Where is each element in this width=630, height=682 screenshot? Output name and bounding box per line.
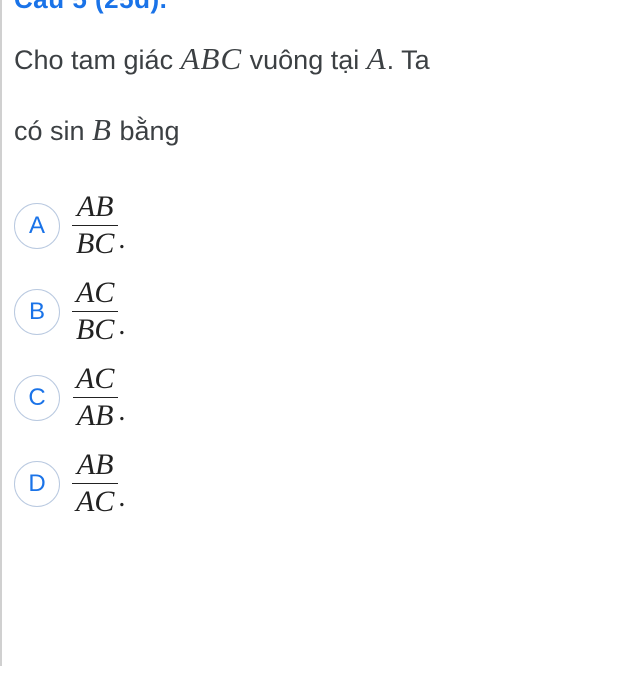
fraction-c-numerator: AC bbox=[72, 362, 118, 398]
question-text: Cho tam giác ABC vuông tại A. Ta có sin … bbox=[14, 23, 630, 166]
fraction-a: AB BC bbox=[72, 190, 118, 262]
option-d[interactable]: D AB AC . bbox=[14, 448, 630, 520]
fraction-c: AC AB bbox=[72, 362, 118, 434]
option-b-value: AC BC . bbox=[72, 276, 125, 348]
option-a[interactable]: A AB BC . bbox=[14, 190, 630, 262]
fraction-a-denominator: BC bbox=[72, 225, 118, 262]
question-text-part1-mid: vuông tại bbox=[242, 45, 367, 75]
option-b[interactable]: B AC BC . bbox=[14, 276, 630, 348]
fraction-d-numerator: AB bbox=[73, 448, 118, 484]
question-text-part2-post: bằng bbox=[112, 116, 180, 146]
question-text-part1-post: . Ta bbox=[387, 45, 430, 75]
question-math-a: A bbox=[367, 41, 387, 76]
option-circle-c: C bbox=[14, 375, 60, 421]
option-a-period: . bbox=[118, 224, 125, 256]
option-b-period: . bbox=[118, 310, 125, 342]
option-a-value: AB BC . bbox=[72, 190, 125, 262]
fraction-c-denominator: AB bbox=[73, 397, 118, 434]
fraction-d: AB AC bbox=[72, 448, 118, 520]
option-circle-b: B bbox=[14, 289, 60, 335]
fraction-b-denominator: BC bbox=[72, 311, 118, 348]
fraction-b-numerator: AC bbox=[72, 276, 118, 312]
option-circle-d: D bbox=[14, 461, 60, 507]
question-math-abc: ABC bbox=[181, 41, 243, 76]
option-circle-a: A bbox=[14, 203, 60, 249]
fraction-d-denominator: AC bbox=[72, 483, 118, 520]
option-d-period: . bbox=[118, 482, 125, 514]
question-text-part1-pre: Cho tam giác bbox=[14, 45, 181, 75]
fraction-b: AC BC bbox=[72, 276, 118, 348]
fraction-a-numerator: AB bbox=[73, 190, 118, 226]
option-c-value: AC AB . bbox=[72, 362, 125, 434]
question-text-part2-pre: có sin bbox=[14, 116, 92, 146]
option-d-value: AB AC . bbox=[72, 448, 125, 520]
option-c[interactable]: C AC AB . bbox=[14, 362, 630, 434]
question-heading-partial: Câu 5 (25đ). bbox=[14, 0, 630, 15]
option-c-period: . bbox=[118, 396, 125, 428]
question-math-b: B bbox=[92, 112, 112, 147]
options-list: A AB BC . B AC BC . C AC AB . bbox=[14, 190, 630, 520]
